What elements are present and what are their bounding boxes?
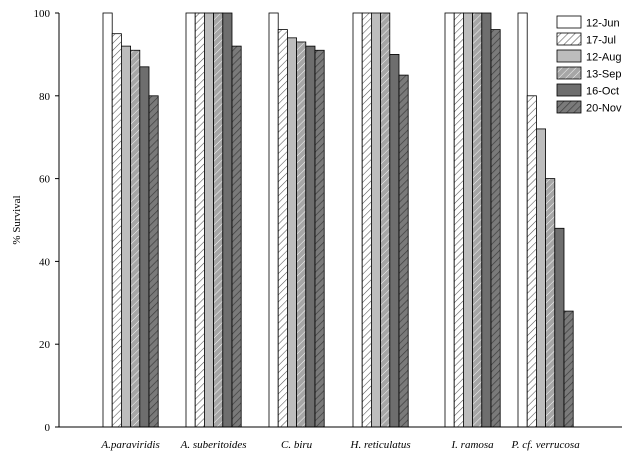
bar	[194, 12, 205, 428]
bar	[277, 29, 288, 428]
bar	[231, 45, 242, 428]
bar	[526, 95, 537, 428]
category-labels: A.paraviridis A. suberitoides C. biru H. re…	[100, 439, 580, 451]
y-tick-label: 80	[39, 91, 51, 103]
bar	[444, 12, 455, 428]
bar	[545, 178, 556, 428]
bar	[554, 227, 565, 428]
category-label: A.paraviridis	[100, 439, 159, 451]
bar	[286, 37, 297, 428]
bar	[361, 12, 372, 428]
bar	[130, 49, 141, 428]
bar	[148, 95, 159, 428]
bars	[102, 12, 574, 428]
bar	[121, 45, 132, 428]
bar	[490, 29, 501, 428]
bar	[213, 12, 224, 428]
category-label: A. suberitoides	[180, 439, 247, 451]
bar	[453, 12, 464, 428]
y-tick-label: 20	[39, 339, 51, 351]
bar	[563, 310, 574, 428]
legend-swatch	[556, 15, 582, 29]
legend-label: 12-Aug	[586, 52, 621, 64]
bar	[102, 12, 113, 428]
bar	[472, 12, 483, 428]
legend-label: 13-Sep	[586, 69, 621, 81]
category-label: H. reticulatus	[350, 439, 411, 451]
bar	[370, 12, 381, 428]
category-label: P. cf. verrucosa	[510, 439, 580, 451]
bar	[111, 33, 122, 428]
legend-label: 16-Oct	[586, 86, 619, 98]
y-axis-ticks: 0 20 40 60 80 100	[34, 8, 59, 434]
legend-label: 20-Nov	[586, 103, 622, 115]
bar	[389, 54, 400, 428]
legend-label: 12-Jun	[586, 18, 620, 30]
y-tick-label: 0	[45, 422, 51, 434]
bar	[314, 49, 325, 428]
legend-swatch	[556, 66, 582, 80]
bar	[305, 45, 316, 428]
legend-label: 17-Jul	[586, 35, 616, 47]
y-tick-label: 60	[39, 174, 51, 186]
bar	[481, 12, 492, 428]
bar	[268, 12, 279, 428]
category-label: I. ramosa	[451, 439, 495, 451]
category-label: C. biru	[281, 439, 313, 451]
bar	[462, 12, 473, 428]
bar	[203, 12, 214, 428]
bar	[139, 66, 150, 428]
bar	[517, 12, 528, 428]
bar	[398, 74, 409, 428]
bar	[380, 12, 391, 428]
bar	[536, 128, 547, 428]
legend: 12-Jun 17-Jul 12-Aug 13-Sep 16-Oct 20-Nov	[556, 15, 622, 115]
y-axis-label: % Survival	[11, 195, 23, 244]
bar	[352, 12, 363, 428]
bar	[296, 41, 307, 428]
legend-swatch	[556, 49, 582, 63]
legend-swatch	[556, 100, 582, 114]
legend-swatch	[556, 32, 582, 46]
y-tick-label: 40	[39, 256, 51, 268]
bar	[185, 12, 196, 428]
y-tick-label: 100	[34, 8, 51, 20]
bar	[222, 12, 233, 428]
legend-swatch	[556, 83, 582, 97]
